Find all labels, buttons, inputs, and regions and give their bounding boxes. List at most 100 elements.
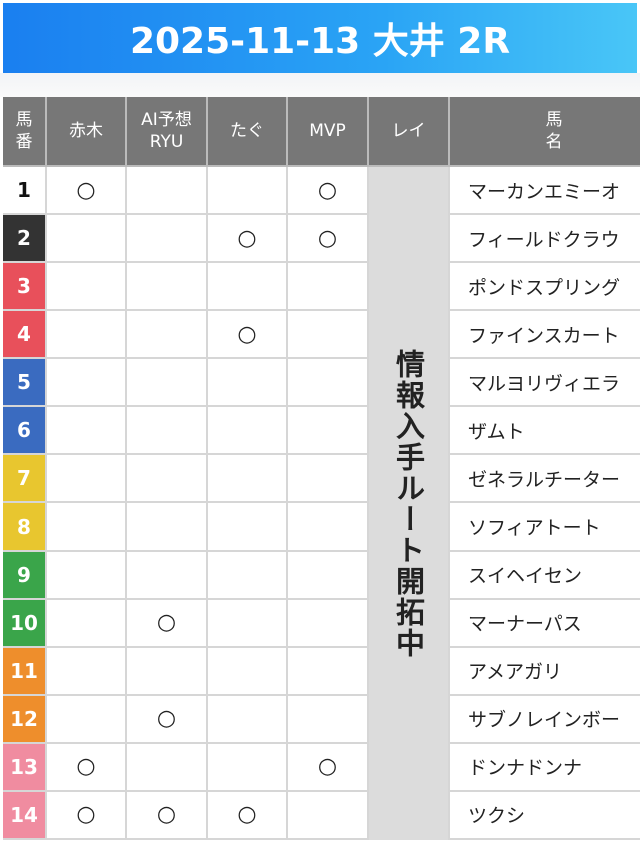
number-cell: 2 (3, 215, 47, 264)
number-cell: 5 (3, 359, 47, 408)
mark-cell (47, 455, 127, 504)
number-cell: 1 (3, 167, 47, 216)
name-cell: ドンナドンナ (450, 744, 640, 792)
mark-cell: ○ (288, 743, 369, 792)
mark-cell (208, 167, 288, 216)
horse-name: マーナーパス (468, 613, 582, 636)
mark-cell (208, 359, 288, 408)
horse-number: 3 (17, 274, 31, 299)
mark-cell (288, 695, 369, 744)
mark-cell (288, 263, 369, 312)
title: 2025-11-13 大井 2R (129, 21, 511, 62)
mark-cell (47, 695, 127, 744)
name-cell: スイヘイセン (450, 552, 640, 600)
mark-cell (47, 263, 127, 312)
number-cell: 14 (3, 791, 47, 840)
horse-number: 5 (17, 370, 31, 395)
mark-cell (288, 407, 369, 456)
mark-cell (288, 503, 369, 552)
header-cell: 赤木 (47, 97, 127, 167)
mark-cell (208, 647, 288, 696)
name-cell: ポンドスプリング (450, 263, 640, 312)
number-cell: 4 (3, 311, 47, 360)
rei-note: 情報入手ルート開拓中 (391, 348, 426, 659)
prediction-mark: ○ (237, 802, 257, 828)
name-cell: マーカンエミーオ (450, 167, 640, 216)
mark-cell: ○ (208, 311, 288, 360)
rei-note-cell: 情報入手ルート開拓中 (369, 167, 450, 840)
name-cell: アメアガリ (450, 648, 640, 696)
mark-cell (47, 311, 127, 360)
prediction-mark: ○ (156, 802, 177, 828)
number-cell: 6 (3, 407, 47, 456)
mark-cell (288, 455, 369, 504)
horse-name: ドンナドンナ (468, 757, 583, 780)
mark-cell (47, 215, 127, 264)
mark-cell: ○ (47, 791, 127, 840)
mark-cell (47, 407, 127, 456)
header-label: RYU (149, 132, 184, 152)
name-cell: ザムト (450, 407, 640, 456)
prediction-mark: ○ (317, 754, 338, 780)
horse-number: 13 (10, 754, 38, 779)
name-cell: フィールドクラウ (450, 215, 640, 264)
mark-cell (127, 359, 208, 408)
mark-cell (288, 551, 369, 600)
mark-cell (208, 503, 288, 552)
mark-cell (288, 647, 369, 696)
mark-cell (288, 359, 369, 408)
name-cell: ファインスカート (450, 311, 640, 360)
mark-cell (127, 263, 208, 312)
title-banner: 2025-11-13 大井 2R (3, 3, 637, 73)
header-label: 馬 (15, 109, 33, 130)
mark-cell (288, 599, 369, 648)
prediction-mark: ○ (317, 177, 338, 203)
number-cell: 7 (3, 455, 47, 504)
number-cell: 13 (3, 743, 47, 792)
mark-cell: ○ (288, 215, 369, 264)
mark-cell (127, 551, 208, 600)
mark-cell (208, 599, 288, 648)
mark-cell (208, 551, 288, 600)
horse-name: ゼネラルチーター (468, 468, 621, 491)
number-cell: 11 (3, 647, 47, 696)
prediction-mark: ○ (156, 706, 177, 732)
horse-name: ファインスカート (468, 324, 620, 347)
name-cell: ゼネラルチーター (450, 455, 640, 504)
prediction-mark: ○ (317, 225, 338, 251)
horse-name: スイヘイセン (468, 565, 583, 588)
header-label: MVP (309, 120, 346, 141)
mark-cell (47, 551, 127, 600)
number-cell: 9 (3, 551, 47, 600)
mark-cell: ○ (47, 743, 127, 792)
horse-number: 9 (17, 562, 31, 587)
horse-number: 11 (10, 658, 38, 683)
horse-name: ザムト (468, 420, 525, 443)
horse-number: 14 (10, 802, 38, 827)
horse-name: ツクシ (468, 805, 526, 828)
number-cell: 3 (3, 263, 47, 312)
horse-number: 10 (10, 610, 38, 635)
mark-cell: ○ (127, 599, 208, 648)
mark-cell: ○ (208, 791, 288, 840)
prediction-mark: ○ (76, 177, 96, 203)
number-cell: 12 (3, 695, 47, 744)
header-cell: 馬番 (3, 97, 47, 167)
mark-cell: ○ (127, 791, 208, 840)
horse-number: 2 (17, 226, 31, 251)
mark-cell: ○ (288, 167, 369, 216)
horse-name: フィールドクラウ (468, 228, 620, 251)
mark-cell (47, 647, 127, 696)
mark-cell (127, 647, 208, 696)
mark-cell: ○ (127, 695, 208, 744)
mark-cell (208, 455, 288, 504)
mark-cell (127, 455, 208, 504)
header-label: レイ (391, 120, 426, 141)
horse-name: アメアガリ (468, 661, 563, 684)
name-cell: ソフィアトート (450, 503, 640, 552)
horse-number: 8 (17, 514, 31, 539)
horse-name: ポンドスプリング (468, 276, 621, 299)
mark-cell (47, 503, 127, 552)
spacer (0, 73, 640, 97)
